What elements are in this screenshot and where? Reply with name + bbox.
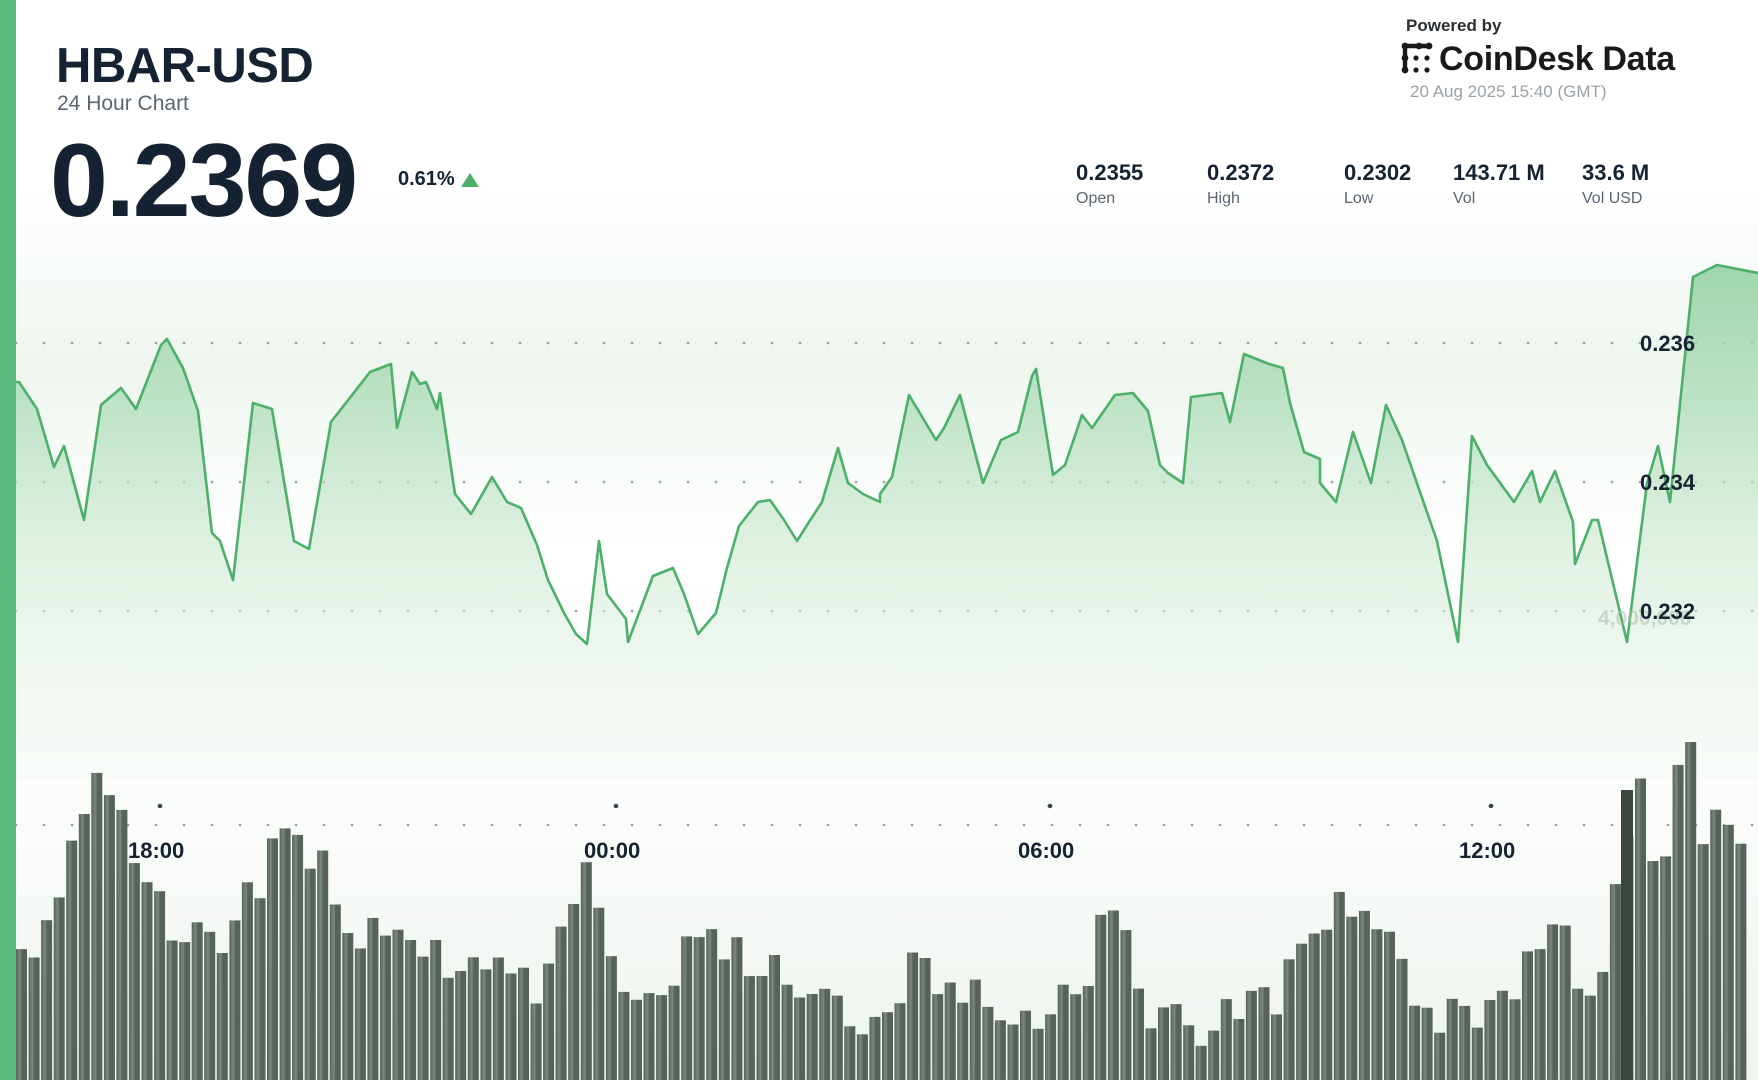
svg-text:00:00: 00:00: [584, 838, 640, 863]
svg-text:06:00: 06:00: [1018, 838, 1074, 863]
svg-text:0.236: 0.236: [1640, 331, 1695, 356]
svg-text:18:00: 18:00: [128, 838, 184, 863]
svg-text:0.232: 0.232: [1640, 599, 1695, 624]
svg-text:0.234: 0.234: [1640, 470, 1696, 495]
svg-text:12:00: 12:00: [1459, 838, 1515, 863]
